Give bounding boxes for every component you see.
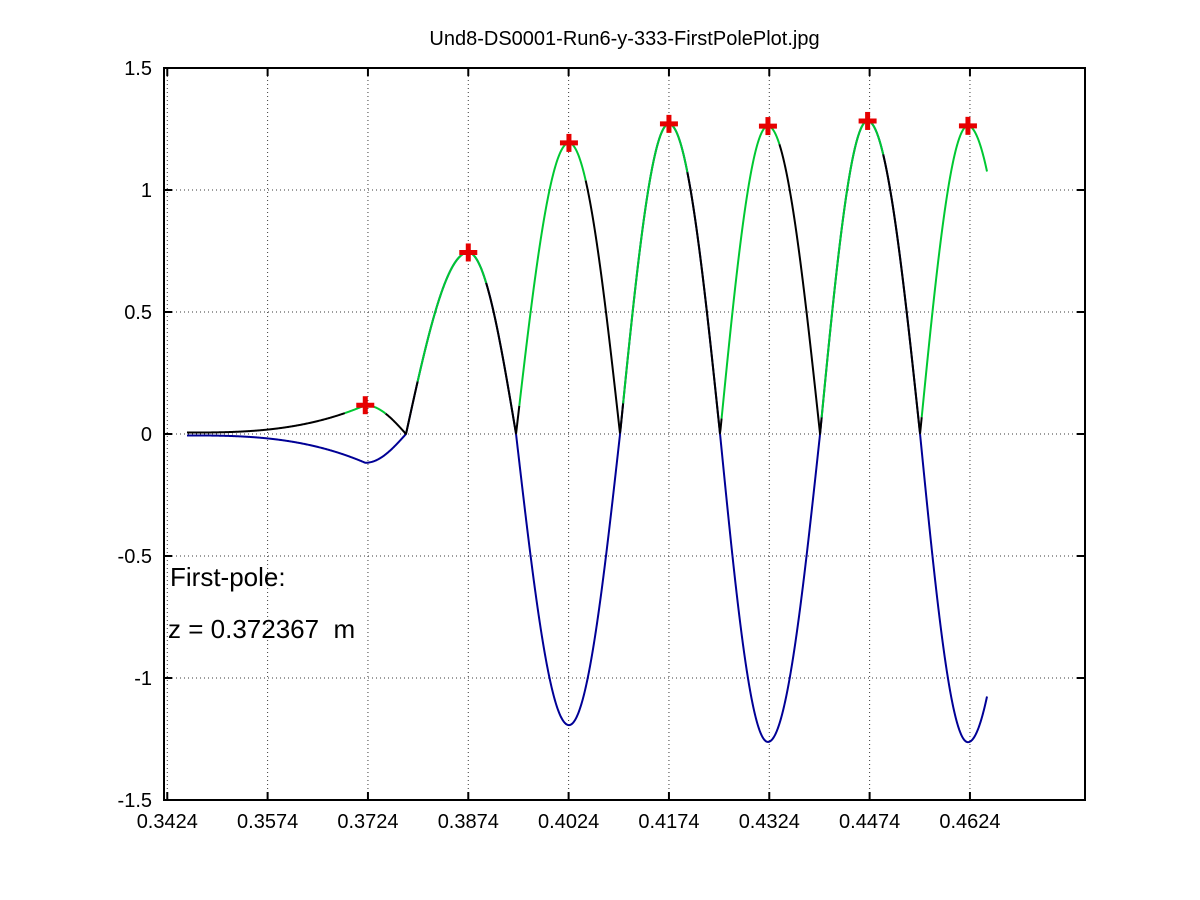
x-tick-labels: 0.3424 0.3574 0.3724 0.3874 0.4024 0.4174 0.43… (137, 811, 1001, 833)
y-tick-label: 1 (141, 180, 152, 202)
x-tick-label: 0.4624 (939, 811, 1000, 833)
field-curve (186, 119, 988, 744)
x-tick-label: 0.4174 (638, 811, 699, 833)
y-tick-label: 0 (141, 424, 152, 446)
x-tick-label: 0.4474 (839, 811, 900, 833)
annotation-first-pole-label: First-pole: (170, 562, 286, 592)
y-tick-label: -1.5 (118, 790, 152, 812)
x-tick-label: 0.3724 (337, 811, 398, 833)
x-tick-label: 0.4324 (739, 811, 800, 833)
axes (163, 67, 1086, 801)
plot-title: Und8-DS0001-Run6-y-333-FirstPolePlot.jpg (429, 28, 820, 50)
pole-markers (356, 111, 977, 415)
y-tick-label: -1 (134, 668, 152, 690)
x-tick-label: 0.3574 (237, 811, 298, 833)
x-tick-label: 0.3874 (438, 811, 499, 833)
abs-field-curve (186, 143, 923, 435)
pole-region-curve (344, 119, 988, 419)
y-tick-labels: -1.5 -1 -0.5 0 0.5 1 1.5 (118, 58, 152, 812)
grid-lines (164, 67, 1085, 801)
annotation-first-pole-z-value: z = 0.372367 m (168, 614, 356, 644)
y-tick-label: 0.5 (124, 302, 152, 324)
y-tick-label: 1.5 (124, 58, 152, 80)
x-tick-label: 0.3424 (137, 811, 198, 833)
x-tick-label: 0.4024 (538, 811, 599, 833)
y-tick-label: -0.5 (118, 546, 152, 568)
